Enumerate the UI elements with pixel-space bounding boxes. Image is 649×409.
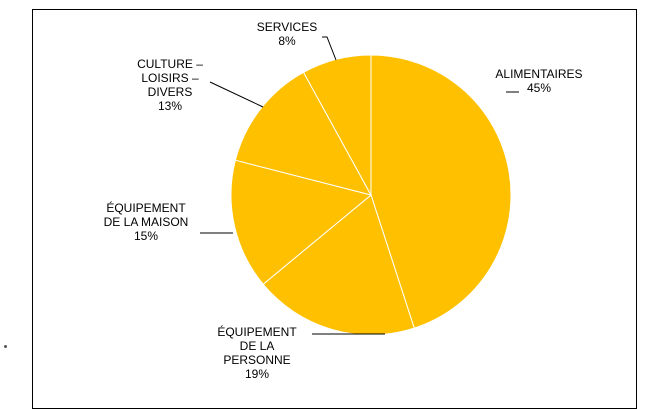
pie-slices [230, 54, 512, 336]
slice-label-line-2-0: ÉQUIPEMENT [106, 200, 186, 215]
slice-label-line-1-0: ÉQUIPEMENT [217, 324, 297, 339]
slice-label-2: ÉQUIPEMENT DE LA MAISON 15% [104, 200, 189, 243]
slice-label-line-4-0: SERVICES [257, 20, 317, 34]
slice-label-line-1-2: PERSONNE [223, 353, 290, 367]
slice-percent-1: 19% [245, 367, 269, 381]
slice-label-1: ÉQUIPEMENT DE LA PERSONNE 19% [217, 324, 297, 381]
slice-label-line-2-1: DE LA MAISON [104, 215, 189, 229]
pie-slice-0 [370, 54, 512, 329]
slice-percent-3: 13% [158, 99, 182, 113]
slice-label-line-1-1: DE LA [240, 339, 275, 353]
pie-slice-2 [230, 159, 373, 285]
slice-label-line-3-0: CULTURE – [137, 57, 203, 71]
leader-line-3 [209, 81, 264, 108]
slice-percent-0: 45% [527, 81, 551, 95]
slice-percent-4: 8% [278, 34, 296, 48]
slice-label-4: SERVICES 8% [257, 20, 317, 48]
slice-label-3: CULTURE – LOISIRS – DIVERS 13% [137, 57, 203, 113]
slice-label-0: ALIMENTAIRES 45% [495, 67, 582, 95]
pie-slice-3 [234, 71, 372, 196]
leader-lines [200, 36, 519, 335]
leader-line-4 [322, 36, 337, 61]
pie-chart: ALIMENTAIRES 45%ÉQUIPEMENT DE LA PERSONNE 19… [104, 20, 583, 381]
pie-slice-1 [262, 194, 415, 336]
margin-mark [4, 345, 7, 348]
slice-label-line-3-2: DIVERS [148, 85, 193, 99]
slice-percent-2: 15% [134, 229, 158, 243]
slice-label-line-3-1: LOISIRS – [141, 71, 199, 85]
slice-label-line-0-0: ALIMENTAIRES [495, 67, 582, 81]
slice-labels: ALIMENTAIRES 45%ÉQUIPEMENT DE LA PERSONNE 19… [104, 20, 583, 381]
